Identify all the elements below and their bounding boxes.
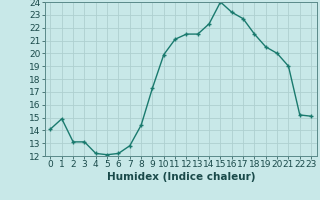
X-axis label: Humidex (Indice chaleur): Humidex (Indice chaleur) — [107, 172, 255, 182]
